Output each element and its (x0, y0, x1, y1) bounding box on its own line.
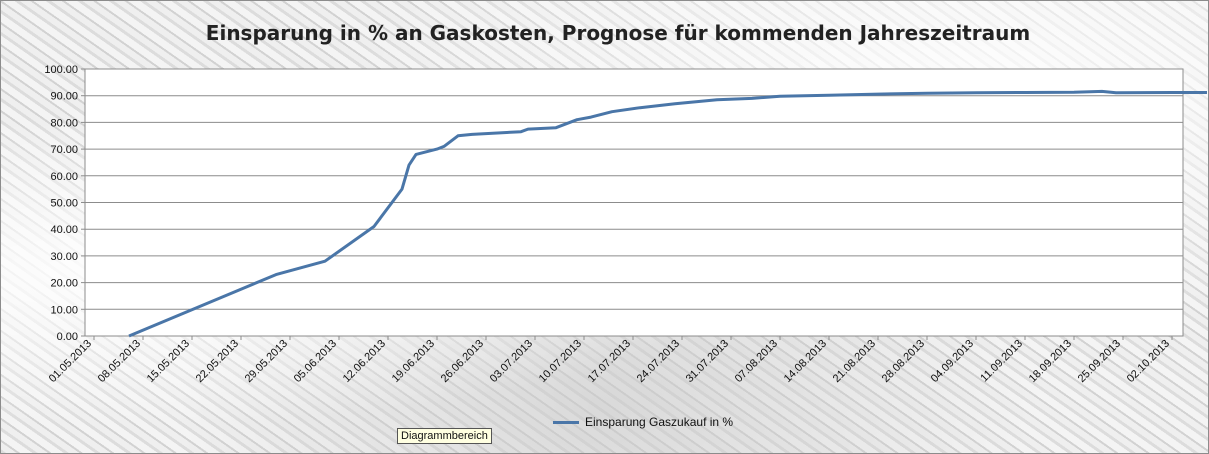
y-tick-label: 100.00 (44, 64, 78, 76)
y-tick-label: 60.00 (50, 171, 78, 183)
legend[interactable]: Einsparung Gaszukauf in % (553, 415, 733, 429)
y-tick-label: 70.00 (50, 144, 78, 156)
x-tick-label: 18.09.2013 (1027, 338, 1074, 385)
legend-swatch (553, 420, 579, 424)
x-tick-label: 19.06.2013 (390, 338, 437, 385)
x-tick-label: 10.07.2013 (537, 338, 584, 385)
x-tick-label: 28.08.2013 (880, 338, 927, 385)
chart-title: Einsparung in % an Gaskosten, Prognose f… (205, 21, 1031, 45)
x-tick-label: 12.06.2013 (341, 338, 388, 385)
x-tick-label: 03.07.2013 (488, 338, 535, 385)
x-tick-label: 05.06.2013 (292, 338, 339, 385)
x-tick-label: 01.05.2013 (47, 338, 94, 385)
y-tick-label: 50.00 (50, 198, 78, 210)
series-group (128, 89, 1207, 338)
x-tick-label: 17.07.2013 (586, 338, 633, 385)
legend-label: Einsparung Gaszukauf in % (585, 415, 734, 429)
x-tick-label: 04.09.2013 (929, 338, 976, 385)
x-tick-label: 22.05.2013 (194, 338, 241, 385)
y-tick-label: 90.00 (50, 91, 78, 103)
x-tick-label: 02.10.2013 (1125, 338, 1172, 385)
x-tick-label: 26.06.2013 (439, 338, 486, 385)
y-tick-label: 30.00 (50, 251, 78, 263)
y-tick-label: 20.00 (50, 278, 78, 290)
x-tick-label: 21.08.2013 (831, 338, 878, 385)
y-axis: 100.00 90.00 80.00 70.00 60.00 50.00 40.00 30.0… (44, 64, 85, 343)
gridlines (85, 68, 1183, 310)
x-tick-label: 24.07.2013 (635, 338, 682, 385)
x-tick-label: 29.05.2013 (243, 338, 290, 385)
x-tick-label: 25.09.2013 (1076, 338, 1123, 385)
y-tick-label: 0.00 (57, 331, 78, 343)
x-tick-label: 08.05.2013 (96, 338, 143, 385)
x-axis: 01.05.2013 08.05.2013 15.05.2013 22.05.2013… (47, 336, 1173, 385)
x-tick-label: 15.05.2013 (145, 338, 192, 385)
y-tick-label: 40.00 (50, 224, 78, 236)
x-tick-label: 14.08.2013 (782, 338, 829, 385)
tooltip: Diagrammbereich (397, 428, 492, 444)
series-line[interactable] (128, 89, 1207, 338)
y-tick-label: 10.00 (50, 304, 78, 316)
y-tick-label: 80.00 (50, 117, 78, 129)
x-tick-label: 11.09.2013 (978, 338, 1025, 385)
x-tick-label: 07.08.2013 (733, 338, 780, 385)
x-tick-label: 31.07.2013 (684, 338, 731, 385)
